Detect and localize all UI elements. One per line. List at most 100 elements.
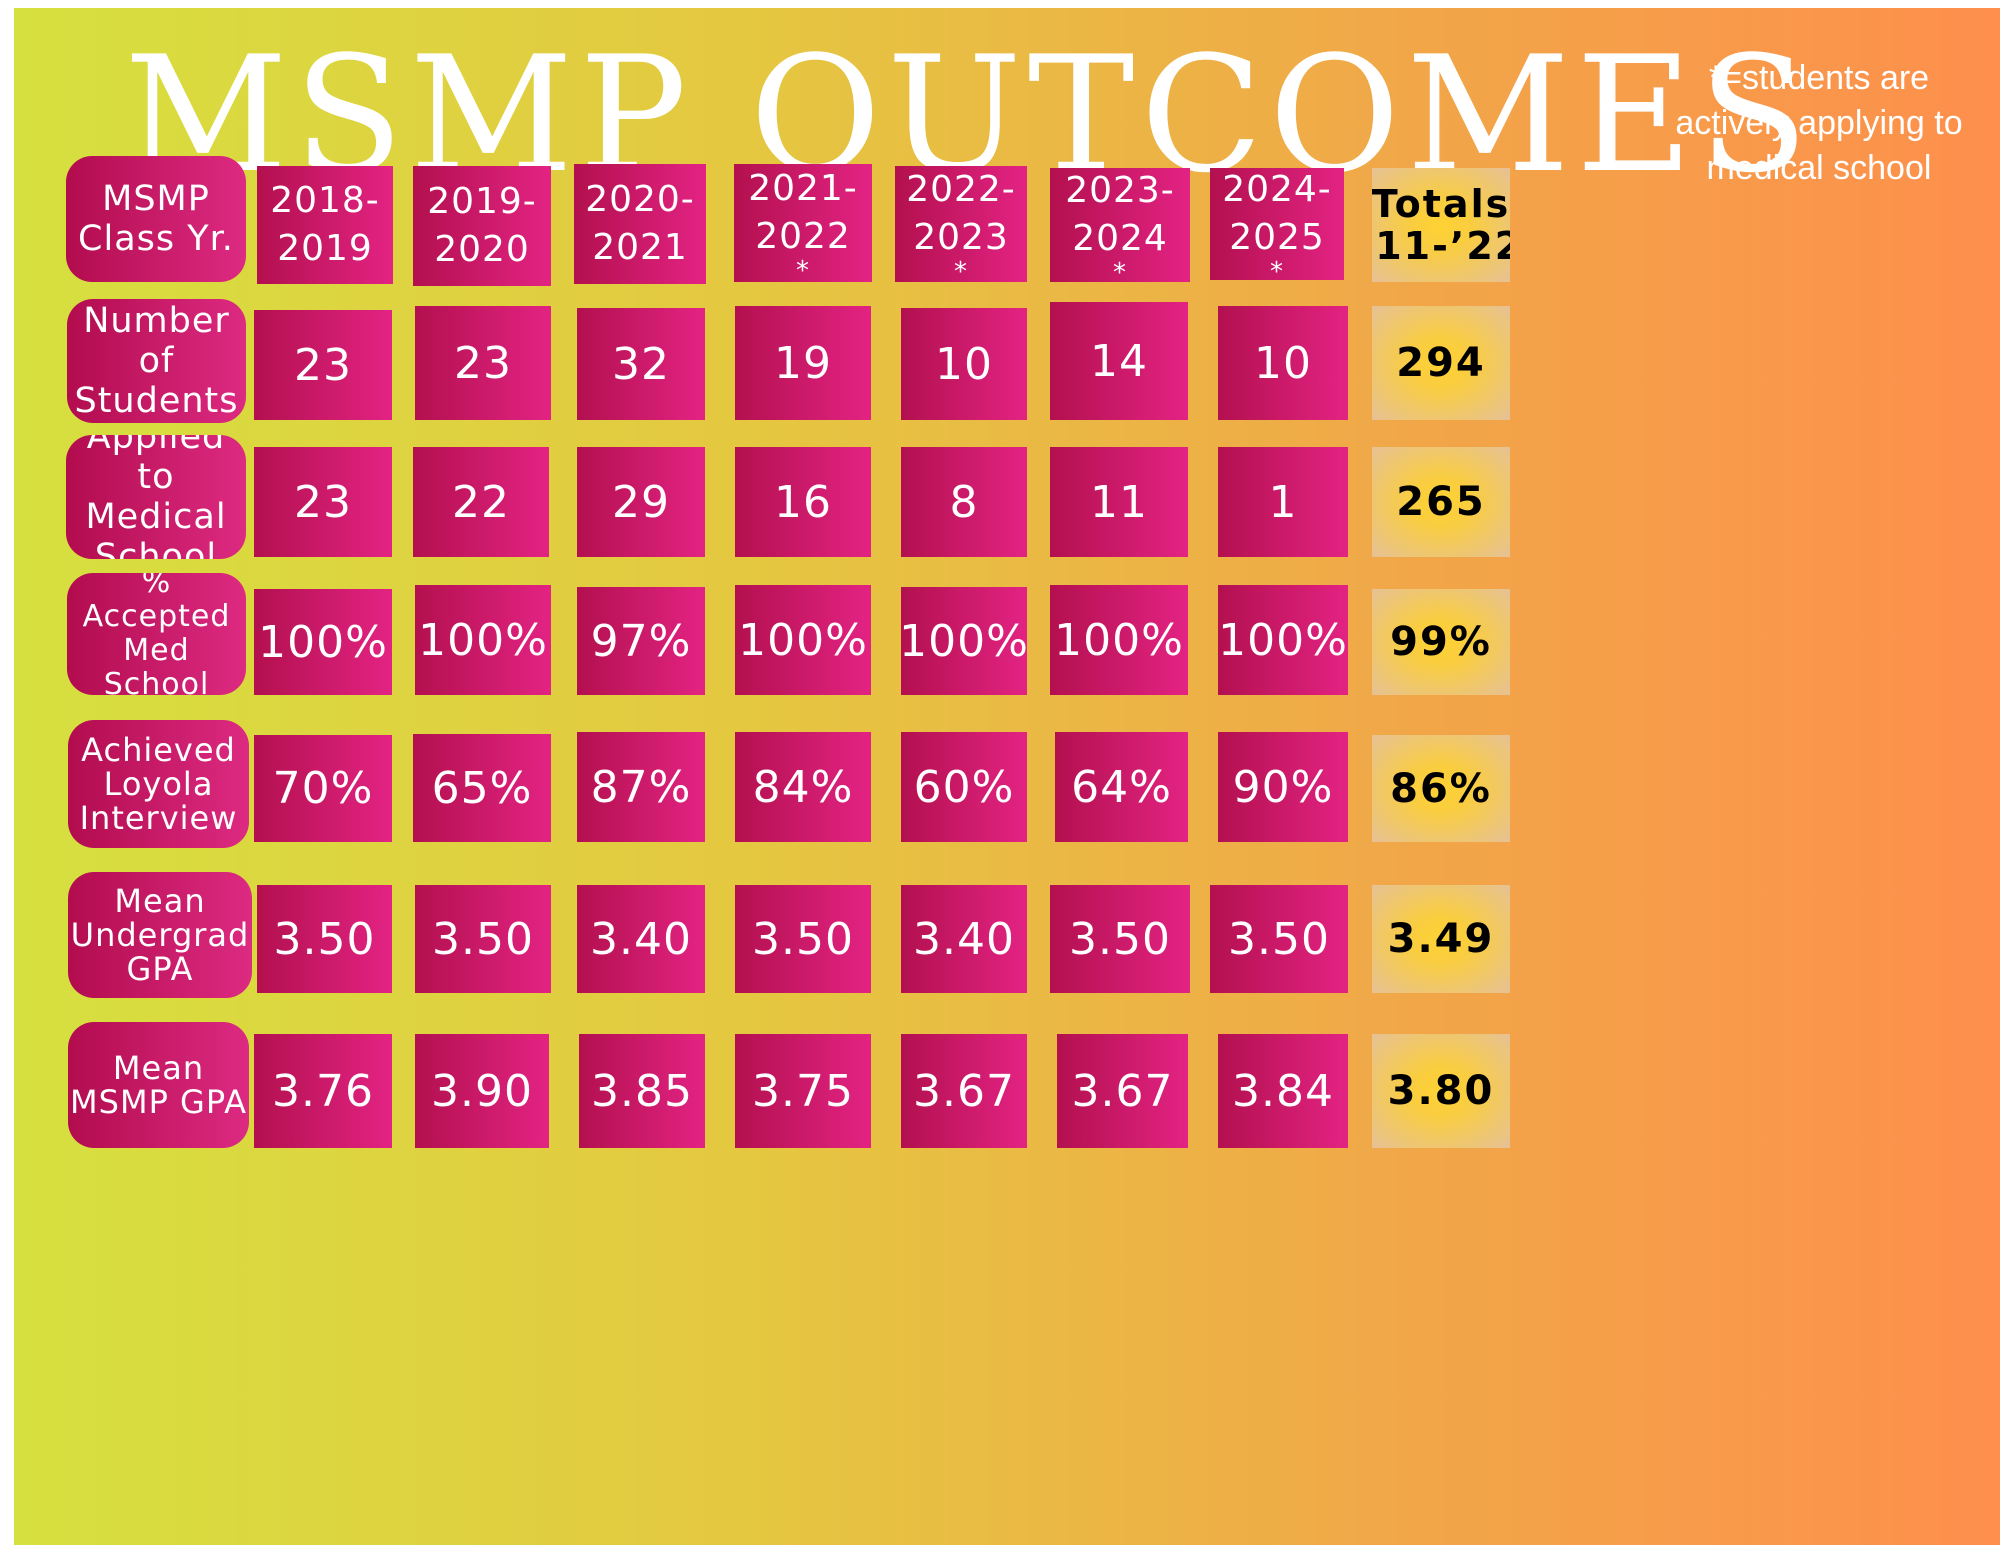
year-header-line2: 2020 xyxy=(434,229,530,270)
year-header-2024-2025: 2024- 2025 * xyxy=(1210,168,1344,280)
value-cell: 1 xyxy=(1218,447,1348,557)
year-header-2023-2024: 2023- 2024 * xyxy=(1050,168,1190,282)
value-cell: 3.67 xyxy=(1057,1034,1188,1148)
row-label-line: Applied to xyxy=(86,435,226,497)
row-label-line: Medical xyxy=(85,497,227,537)
value-cell: 10 xyxy=(1218,306,1348,420)
value-cell: 3.50 xyxy=(415,885,551,993)
row-label-applied-to-medical-school: Applied to Medical School xyxy=(66,435,246,559)
value-cell: 64% xyxy=(1055,732,1188,842)
value-cell: 60% xyxy=(901,732,1027,842)
year-header-line2: 2024 xyxy=(1072,218,1168,259)
value-cell: 3.50 xyxy=(735,885,871,993)
year-header-2021-2022: 2021- 2022 * xyxy=(734,164,872,282)
value-cell: 23 xyxy=(415,306,551,420)
row-label-line: GPA xyxy=(126,950,194,988)
value-cell: 90% xyxy=(1218,732,1348,842)
year-header-2019-2020: 2019- 2020 xyxy=(413,166,551,286)
year-header-line1: 2020- xyxy=(585,179,695,220)
totals-header-line1: Totals xyxy=(1372,182,1510,226)
row-label-achieved-loyola-interview: Achieved Loyola Interview xyxy=(68,720,249,848)
value-cell: 3.40 xyxy=(901,885,1027,993)
row-label-line: School xyxy=(94,537,218,559)
year-header-2018-2019: 2018- 2019 xyxy=(257,166,393,284)
row-label-line: Interview xyxy=(79,799,238,837)
value-cell: 23 xyxy=(254,310,392,420)
row-label-line: Number of xyxy=(83,301,230,381)
value-cell: 84% xyxy=(735,732,871,842)
value-cell: 100% xyxy=(254,589,392,695)
value-cell: 3.90 xyxy=(415,1034,549,1148)
year-header-line1: 2024- xyxy=(1222,169,1332,210)
row-label-number-of-students: Number of Students xyxy=(67,299,246,423)
value-cell: 3.76 xyxy=(254,1034,392,1148)
year-header-line1: 2023- xyxy=(1065,170,1175,211)
value-cell: 65% xyxy=(413,734,551,842)
value-cell: 100% xyxy=(735,585,871,695)
row-label-line: Achieved xyxy=(81,731,236,769)
value-cell: 100% xyxy=(901,587,1027,695)
value-cell: 3.50 xyxy=(1050,885,1190,993)
value-cell: 19 xyxy=(735,306,871,420)
total-cell: 294 xyxy=(1372,306,1510,420)
value-cell: 100% xyxy=(1050,585,1188,695)
class-year-label-line1: MSMP xyxy=(102,179,210,219)
totals-header: Totals ‘11-’22 xyxy=(1372,168,1510,282)
asterisk-note: *=students are actively applying to medi… xyxy=(1675,59,1963,187)
value-cell: 10 xyxy=(901,308,1027,420)
value-cell: 3.84 xyxy=(1218,1034,1348,1148)
value-cell: 100% xyxy=(1218,585,1348,695)
year-header-mark: * xyxy=(796,256,810,282)
row-label-line: Med School xyxy=(103,633,210,696)
value-cell: 8 xyxy=(901,447,1027,557)
total-cell: 99% xyxy=(1372,589,1510,695)
row-label-mean-undergrad-gpa: Mean Undergrad GPA xyxy=(68,872,252,998)
year-header-line2: 2023 xyxy=(913,217,1009,258)
total-cell: 265 xyxy=(1372,447,1510,557)
value-cell: 97% xyxy=(577,587,705,695)
total-cell: 86% xyxy=(1372,735,1510,842)
year-header-line1: 2018- xyxy=(270,180,380,221)
row-label-line: Undergrad xyxy=(70,916,250,954)
value-cell: 14 xyxy=(1050,302,1188,420)
year-header-line1: 2019- xyxy=(427,181,537,222)
year-header-line1: 2021- xyxy=(748,168,858,209)
value-cell: 3.50 xyxy=(257,885,392,993)
value-cell: 3.85 xyxy=(579,1034,705,1148)
year-header-mark: * xyxy=(954,257,968,282)
row-label-line: % Accepted xyxy=(82,573,231,634)
year-header-line1: 2022- xyxy=(906,169,1016,210)
row-label-line: Mean xyxy=(114,882,206,920)
value-cell: 29 xyxy=(577,447,705,557)
value-cell: 87% xyxy=(577,732,705,842)
class-year-label: MSMP Class Yr. xyxy=(66,156,246,282)
value-cell: 22 xyxy=(413,447,549,557)
year-header-mark: * xyxy=(1113,258,1127,282)
year-header-2020-2021: 2020- 2021 xyxy=(574,164,706,284)
row-label-line: Mean xyxy=(112,1049,205,1087)
value-cell: 70% xyxy=(254,735,392,842)
row-label-line: MSMP GPA xyxy=(70,1083,247,1121)
value-cell: 32 xyxy=(577,308,705,420)
value-cell: 16 xyxy=(735,447,871,557)
value-cell: 3.75 xyxy=(735,1034,871,1148)
year-header-line2: 2019 xyxy=(277,228,373,269)
value-cell: 11 xyxy=(1050,447,1188,557)
row-label-line: Loyola xyxy=(103,765,214,803)
value-cell: 100% xyxy=(415,585,551,695)
value-cell: 3.50 xyxy=(1210,885,1348,993)
year-header-line2: 2021 xyxy=(592,227,688,268)
value-cell: 3.67 xyxy=(901,1034,1027,1148)
total-cell: 3.80 xyxy=(1372,1034,1510,1148)
class-year-label-line2: Class Yr. xyxy=(78,219,234,259)
totals-header-line2: ‘11-’22 xyxy=(1372,224,1510,268)
value-cell: 3.40 xyxy=(577,885,705,993)
outcomes-poster: MSMP OUTCOMES *=students are actively ap… xyxy=(14,8,2000,1545)
year-header-line2: 2025 xyxy=(1229,217,1325,258)
total-cell: 3.49 xyxy=(1372,885,1510,993)
year-header-2022-2023: 2022- 2023 * xyxy=(895,166,1027,282)
year-header-line2: 2022 xyxy=(755,216,851,257)
row-label-line: Students xyxy=(74,381,239,421)
row-label-percent-accepted: % Accepted Med School xyxy=(67,573,246,695)
row-label-mean-msmp-gpa: Mean MSMP GPA xyxy=(68,1022,249,1148)
